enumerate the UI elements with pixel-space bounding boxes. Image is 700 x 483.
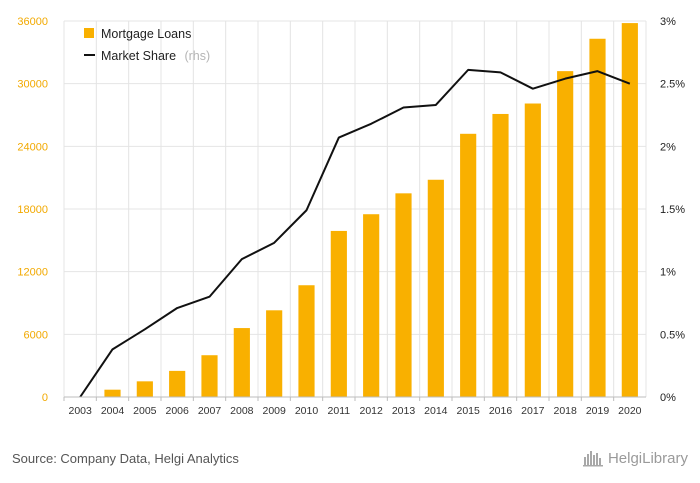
bar bbox=[621, 23, 638, 397]
y-left-tick-label: 30000 bbox=[17, 79, 48, 91]
legend-label-mortgage-loans: Mortgage Loans bbox=[101, 27, 191, 41]
x-tick-label: 2018 bbox=[553, 405, 577, 417]
y-right-tick-label: 2% bbox=[660, 141, 676, 153]
legend-label-market-share-suffix: (rhs) bbox=[184, 49, 210, 63]
y-left-tick-label: 0 bbox=[42, 392, 48, 404]
source-note: Source: Company Data, Helgi Analytics bbox=[12, 451, 239, 466]
market-share-line bbox=[79, 68, 631, 398]
y-right-tick-label: 0% bbox=[660, 392, 676, 404]
brand-logo: HelgiLibrary bbox=[582, 449, 688, 467]
x-tick-label: 2004 bbox=[101, 405, 125, 417]
bar bbox=[524, 103, 541, 397]
x-tick-label: 2009 bbox=[262, 405, 286, 417]
bar bbox=[169, 370, 186, 397]
bar bbox=[298, 285, 315, 397]
x-tick-label: 2017 bbox=[521, 405, 545, 417]
gridlines bbox=[63, 20, 647, 397]
combo-chart: 0 0% 6000 0.5% 12000 1% 18000 1.5% 24000 2% 30000 2… bbox=[17, 16, 685, 417]
bar bbox=[427, 179, 444, 397]
bar bbox=[395, 193, 412, 397]
x-tick-label: 2006 bbox=[165, 405, 189, 417]
y-left-tick-label: 36000 bbox=[17, 16, 48, 28]
legend-label-market-share: Market Share (rhs) bbox=[101, 47, 210, 64]
y-right-tick-label: 2.5% bbox=[660, 79, 685, 91]
x-tick-label: 2014 bbox=[424, 405, 448, 417]
x-tick-label: 2012 bbox=[359, 405, 383, 417]
bar bbox=[104, 389, 121, 397]
x-tick-label: 2011 bbox=[328, 405, 351, 417]
bar bbox=[266, 310, 283, 397]
x-tick-label: 2020 bbox=[618, 405, 642, 417]
x-tick-label: 2007 bbox=[198, 405, 222, 417]
x-tick-label: 2003 bbox=[68, 405, 92, 417]
x-tick-label: 2008 bbox=[230, 405, 254, 417]
y-right-tick-label: 0.5% bbox=[660, 329, 685, 341]
bar bbox=[136, 381, 153, 397]
bar bbox=[557, 71, 574, 397]
x-tick-label: 2019 bbox=[586, 405, 610, 417]
line-series-market-share bbox=[79, 68, 631, 398]
bar-series-mortgage-loans bbox=[104, 23, 638, 398]
brand-text: HelgiLibrary bbox=[607, 449, 688, 467]
legend-swatch-mortgage-loans bbox=[84, 28, 94, 38]
legend: Mortgage Loans Market Share (rhs) bbox=[84, 27, 210, 64]
y-right-tick-label: 1% bbox=[660, 267, 676, 279]
bar bbox=[492, 113, 509, 397]
y-left-tick-label: 18000 bbox=[17, 204, 48, 216]
y-left-tick-label: 24000 bbox=[17, 141, 48, 153]
bar bbox=[460, 133, 477, 398]
axes: 0 0% 6000 0.5% 12000 1% 18000 1.5% 24000 2% 30000 2… bbox=[17, 16, 685, 417]
y-left-tick-label: 6000 bbox=[24, 329, 48, 341]
bar bbox=[363, 214, 380, 397]
y-left-tick-label: 12000 bbox=[17, 267, 48, 279]
x-tick-label: 2015 bbox=[456, 405, 480, 417]
bar bbox=[201, 355, 218, 397]
bar bbox=[233, 328, 250, 397]
bar bbox=[589, 38, 606, 397]
x-tick-label: 2013 bbox=[392, 405, 416, 417]
x-tick-label: 2010 bbox=[295, 405, 319, 417]
x-tick-label: 2005 bbox=[133, 405, 157, 417]
x-tick-label: 2016 bbox=[489, 405, 513, 417]
bar bbox=[330, 230, 347, 397]
y-right-tick-label: 3% bbox=[660, 16, 676, 28]
helgi-logo-icon bbox=[582, 451, 603, 467]
y-right-tick-label: 1.5% bbox=[660, 204, 685, 216]
legend-label-market-share-text: Market Share bbox=[101, 49, 176, 63]
